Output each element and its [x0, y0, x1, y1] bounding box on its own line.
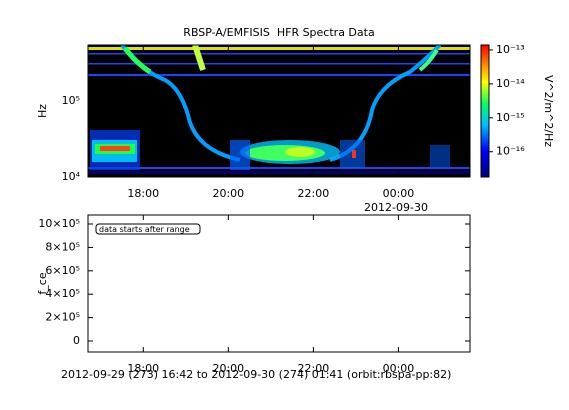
x-tick-label: 00:00 [383, 362, 415, 375]
y-axis-label: f_ce [36, 272, 49, 294]
x-tick-label: 18:00 [127, 187, 159, 200]
plot-frame [87, 214, 471, 353]
y-axis-label: Hz [36, 104, 49, 118]
colorbar-tick-label: 10⁻¹⁵ [496, 111, 525, 124]
y-tick-label: 2×10⁵ [45, 311, 80, 324]
x-tick-label: 20:00 [212, 187, 244, 200]
x-tick-label: 18:00 [127, 362, 159, 375]
y-tick-label: 10×10⁵ [38, 217, 80, 230]
y-tick-label: 4×10⁵ [45, 287, 80, 300]
x-tick-label: 00:00 [383, 187, 415, 200]
colorbar-tick-label: 10⁻¹⁶ [496, 145, 525, 158]
date-annotation: 2012-09-30 [364, 201, 428, 214]
footer: 2012-09-29 (273) 16:42 to 2012-09-30 (27… [61, 368, 451, 381]
colorbar-label: V^2/m^2/Hz [542, 75, 555, 147]
x-tick-label: 22:00 [298, 362, 330, 375]
y-tick-label: 8×10⁵ [45, 240, 80, 253]
plot-frame [87, 44, 471, 178]
y-tick-label: 10⁴ [62, 170, 81, 183]
colorbar-tick-label: 10⁻¹³ [496, 43, 525, 56]
chart-title: RBSP-A/EMFISIS HFR Spectra Data [183, 26, 374, 39]
colorbar [480, 44, 490, 178]
x-tick-label: 22:00 [298, 187, 330, 200]
y-tick-label: 0 [73, 334, 80, 347]
annotation: data starts after range [99, 225, 190, 234]
spectrogram-image [88, 45, 470, 177]
colorbar-tick-label: 10⁻¹⁴ [496, 77, 525, 90]
y-tick-label: 10⁵ [62, 94, 80, 107]
annotation-box [95, 223, 201, 235]
x-tick-label: 20:00 [212, 362, 244, 375]
y-tick-label: 6×10⁵ [45, 264, 80, 277]
